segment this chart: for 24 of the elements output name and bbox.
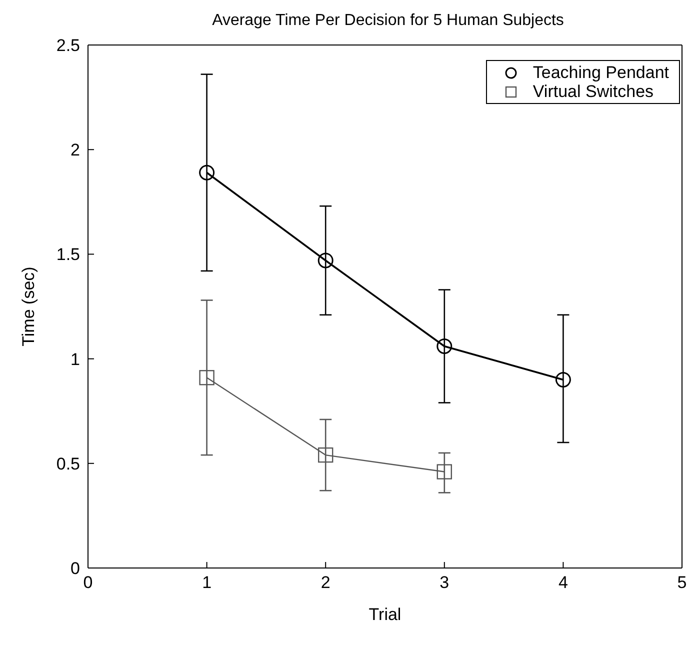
point bbox=[436, 338, 452, 354]
x-tick-label: 5 bbox=[677, 573, 687, 592]
y-tick-label: 2.5 bbox=[56, 36, 80, 56]
legend-label: Virtual Switches bbox=[532, 82, 654, 101]
y-tick-label: 1 bbox=[70, 350, 80, 369]
point bbox=[318, 447, 334, 463]
x-tick-label: 3 bbox=[440, 573, 450, 592]
y-tick-label: 0.5 bbox=[56, 454, 80, 474]
x-tick-label: 0 bbox=[83, 573, 93, 592]
point bbox=[199, 164, 215, 180]
point bbox=[555, 372, 571, 388]
chart-title: Average Time Per Decision for 5 Human Subjects bbox=[211, 12, 565, 30]
point bbox=[199, 370, 214, 386]
x-tick-label: 1 bbox=[202, 573, 212, 592]
y-tick-label: 2 bbox=[70, 140, 80, 160]
x-tick-label: 2 bbox=[320, 573, 330, 592]
y-tick-label: 1.5 bbox=[56, 245, 80, 264]
point bbox=[318, 252, 334, 268]
x-tick-label: 4 bbox=[558, 573, 568, 592]
x-axis-title: Trial bbox=[368, 605, 402, 624]
point bbox=[436, 464, 452, 480]
y-tick-label: 0 bbox=[70, 559, 80, 578]
legend-label: Teaching Pendant bbox=[532, 63, 669, 82]
y-axis-title: Time (sec) bbox=[19, 266, 38, 346]
